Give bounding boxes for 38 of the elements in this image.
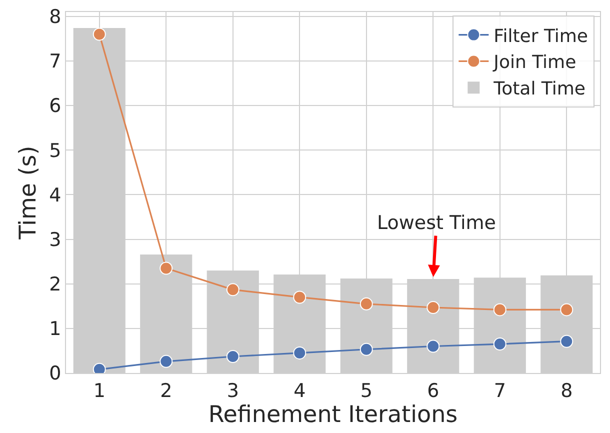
y-tick-label: 2 — [49, 274, 62, 296]
point — [560, 303, 574, 316]
x-axis-title: Refinement Iterations — [208, 402, 458, 428]
x-tick-label: 2 — [160, 380, 172, 402]
y-tick-label: 4 — [49, 184, 62, 206]
y-tick-label: 6 — [49, 95, 62, 118]
x-tick-label: 4 — [294, 380, 306, 402]
point — [226, 283, 240, 296]
y-tick-label: 7 — [49, 50, 62, 73]
x-tick-label: 6 — [427, 380, 440, 402]
point — [560, 334, 574, 348]
point — [360, 342, 373, 356]
x-tick-label: 1 — [93, 380, 106, 402]
x-tick-label: 5 — [360, 380, 372, 402]
legend-label: Filter Time — [494, 26, 588, 47]
point — [293, 346, 306, 360]
y-tick-label: 1 — [49, 318, 62, 340]
annotation: Lowest Time — [377, 212, 496, 234]
legend-label: Join Time — [492, 52, 576, 74]
point — [160, 354, 173, 368]
y-tick-label: 8 — [49, 6, 62, 28]
x-tick-label: 3 — [226, 380, 239, 402]
point — [293, 290, 306, 304]
point — [226, 350, 240, 364]
y-axis-title: Time (s) — [16, 146, 42, 240]
point — [160, 262, 173, 275]
x-tick-label: 7 — [494, 380, 506, 402]
y-tick-label: 0 — [49, 362, 62, 385]
y-tick-label: 5 — [49, 140, 62, 162]
point — [493, 338, 506, 351]
point — [426, 340, 440, 353]
legend-label: Total Time — [492, 78, 586, 100]
point — [92, 28, 106, 41]
x-tick-label: 8 — [560, 380, 573, 402]
point — [360, 297, 373, 310]
point — [426, 300, 440, 314]
y-tick-label: 3 — [49, 228, 62, 251]
point — [493, 303, 506, 316]
